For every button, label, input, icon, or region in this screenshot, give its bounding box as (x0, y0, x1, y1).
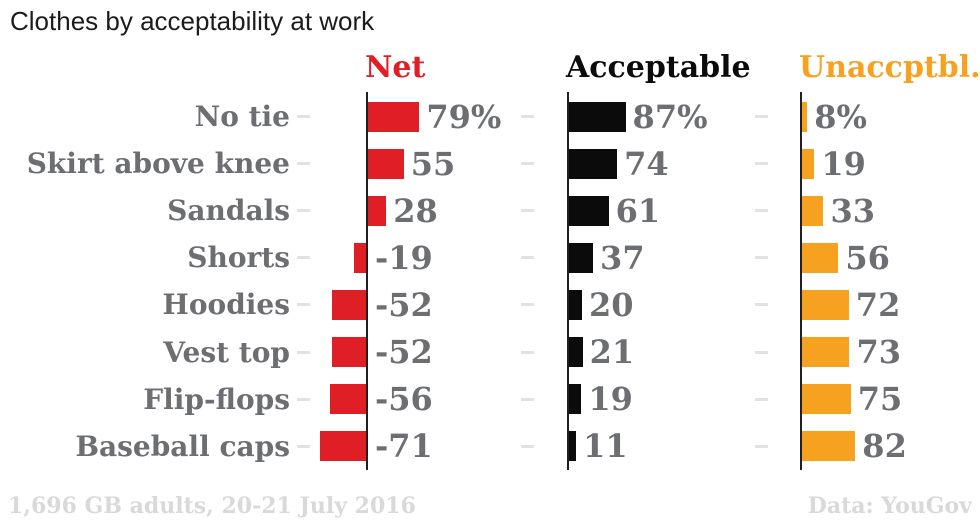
unaccptbl-bar (802, 337, 850, 367)
value-label: -52 (375, 333, 433, 371)
row-tick-dash (755, 444, 768, 448)
value-label: 61 (615, 191, 661, 230)
row-label: Sandals (167, 194, 290, 228)
value-label: 33 (830, 191, 875, 230)
row-tick-dash (521, 444, 534, 448)
value-label: 73 (856, 333, 901, 371)
acceptable-bar (569, 242, 594, 273)
unaccptbl-bar (802, 148, 815, 179)
acceptable-bar (569, 289, 582, 320)
row-label: Flip-flops (143, 382, 290, 416)
row-label: Vest top (163, 335, 290, 369)
net-bar (329, 384, 366, 415)
value-label: 55 (410, 144, 456, 183)
acceptable-bar (569, 148, 618, 179)
value-label: -56 (375, 380, 433, 419)
acceptable-bar (569, 337, 583, 367)
net-bar (368, 195, 387, 226)
row-label: Baseball caps (75, 429, 290, 463)
value-label: 11 (583, 427, 628, 466)
acceptable-bar (569, 431, 577, 462)
row-tick-dash (297, 303, 310, 307)
value-label: 20 (589, 285, 634, 324)
column-header-acceptable: Acceptable (566, 49, 751, 85)
row-tick-dash (521, 256, 534, 260)
row-label: No tie (194, 100, 290, 133)
row-tick-dash (297, 350, 310, 354)
net-bar (332, 337, 366, 367)
row-tick-dash (755, 397, 768, 401)
row-tick-dash (297, 444, 310, 448)
value-label: -19 (375, 238, 433, 277)
value-label: 21 (589, 333, 635, 371)
acceptable-bar (569, 195, 609, 226)
column-header-unacceptable: Unaccptbl. (799, 49, 980, 85)
acceptable-bar (569, 101, 626, 132)
row-tick-dash (297, 256, 310, 260)
acceptable-bar (569, 384, 582, 415)
row-tick-dash (521, 303, 534, 307)
row-tick-dash (755, 115, 768, 118)
row-label: Skirt above knee (26, 147, 290, 181)
row-tick-dash (521, 162, 534, 166)
value-label: 87% (632, 97, 708, 136)
unaccptbl-bar (802, 431, 856, 462)
row-tick-dash (755, 350, 768, 354)
net-bar (332, 289, 366, 320)
value-label: 74 (624, 144, 669, 183)
row-tick-dash (521, 115, 534, 118)
row-label: Shorts (187, 241, 290, 275)
unaccptbl-bar (802, 242, 839, 273)
chart-title: Clothes by acceptability at work (10, 6, 375, 36)
value-label: 19 (588, 380, 633, 419)
value-label: 82 (862, 427, 907, 466)
value-label: -71 (375, 427, 433, 466)
row-tick-dash (755, 256, 768, 260)
value-label: 72 (855, 285, 901, 324)
footer-sample-note: 1,696 GB adults, 20-21 July 2016 (8, 493, 416, 519)
row-tick-dash (521, 209, 534, 213)
row-tick-dash (755, 303, 768, 307)
value-label: 79% (426, 97, 502, 136)
footer-data-source: Data: YouGov (807, 493, 972, 519)
value-label: 37 (600, 238, 645, 277)
net-bar (368, 148, 404, 179)
row-tick-dash (297, 162, 310, 166)
unaccptbl-bar (802, 289, 849, 320)
net-bar (353, 242, 366, 273)
net-bar (319, 431, 366, 462)
value-label: 19 (821, 144, 866, 183)
column-header-net: Net (365, 49, 426, 85)
unaccptbl-bar (802, 195, 824, 226)
net-bar (368, 101, 420, 132)
row-label: Hoodies (162, 288, 290, 322)
row-tick-dash (297, 115, 310, 118)
unacceptable-axis-line (800, 92, 802, 470)
value-label: 28 (393, 191, 438, 230)
acceptable-axis-line (567, 92, 569, 470)
row-tick-dash (755, 162, 768, 166)
row-tick-dash (297, 397, 310, 401)
row-tick-dash (521, 350, 534, 354)
net-axis-line (366, 92, 368, 470)
unaccptbl-bar (802, 384, 851, 415)
row-tick-dash (755, 209, 768, 213)
value-label: 75 (857, 380, 903, 419)
value-label: 56 (845, 238, 890, 277)
row-tick-dash (297, 209, 310, 213)
value-label: 8% (814, 97, 867, 136)
unaccptbl-bar (802, 101, 808, 132)
value-label: -52 (375, 285, 433, 324)
row-tick-dash (521, 397, 534, 401)
